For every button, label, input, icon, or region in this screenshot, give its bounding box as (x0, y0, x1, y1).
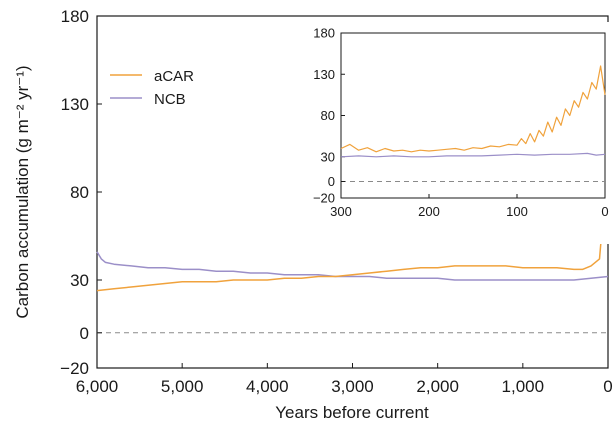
legend: aCAR NCB (110, 68, 194, 108)
x-tick-label: 1,000 (502, 377, 545, 396)
x-tick-label: 0 (603, 377, 612, 396)
y-axis-label: Carbon accumulation (g m⁻² yr⁻¹) (13, 65, 32, 318)
inset-y-tick-label: 130 (313, 67, 335, 82)
inset-chart: −20 0 30 80 130 180 300 200 100 0 (300, 22, 612, 244)
y-tick-label: 0 (80, 324, 89, 343)
inset-x-tick-label: 0 (601, 204, 608, 219)
inset-y-tick-label: 80 (321, 108, 335, 123)
y-tick-label: −20 (60, 359, 89, 378)
inset-x-tick-label: 300 (330, 204, 352, 219)
inset-series-line-ncb (340, 152, 606, 158)
main-chart: −20 0 30 80 130 180 6,000 5,000 4,000 3,000 2,000 1… (13, 7, 613, 422)
y-tick-label: 180 (61, 7, 89, 26)
series-line-ncb (96, 251, 609, 281)
inset-series-line-acar (340, 65, 606, 153)
x-tick-label: 5,000 (161, 377, 204, 396)
inset-y-tick-label: 30 (321, 149, 335, 164)
inset-x-tick-label: 200 (418, 204, 440, 219)
y-tick-label: 30 (70, 271, 89, 290)
x-axis-label: Years before current (275, 403, 429, 422)
x-tick-label: 2,000 (416, 377, 459, 396)
inset-x-tick-label: 100 (506, 204, 528, 219)
inset-y-tick-label: 180 (313, 26, 335, 41)
y-tick-label: 80 (70, 183, 89, 202)
x-tick-label: 3,000 (331, 377, 374, 396)
y-tick-label: 130 (61, 95, 89, 114)
x-tick-label: 4,000 (246, 377, 289, 396)
legend-label-ncb: NCB (154, 91, 186, 108)
inset-y-tick-label: 0 (328, 174, 335, 189)
x-tick-label: 6,000 (76, 377, 119, 396)
inset-y-tick-label: −20 (313, 191, 335, 206)
inset-background (300, 22, 612, 244)
legend-label-acar: aCAR (154, 68, 194, 85)
series-line-acar (96, 86, 609, 292)
